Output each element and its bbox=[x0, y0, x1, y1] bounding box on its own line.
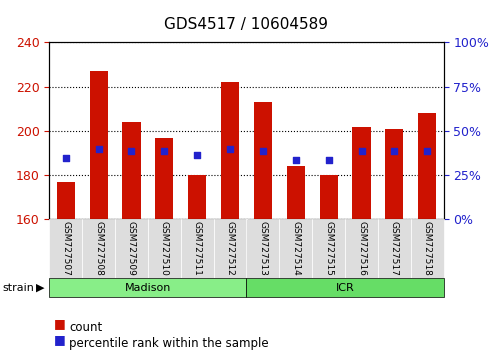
Bar bbox=[345, 219, 378, 278]
Bar bbox=[378, 219, 411, 278]
Text: GSM727508: GSM727508 bbox=[94, 221, 103, 276]
Bar bbox=[287, 166, 305, 219]
Bar bbox=[386, 129, 403, 219]
Text: GSM727513: GSM727513 bbox=[258, 221, 267, 276]
Text: GSM727518: GSM727518 bbox=[423, 221, 432, 276]
Bar bbox=[352, 126, 371, 219]
Text: ■: ■ bbox=[54, 318, 66, 330]
Bar bbox=[115, 219, 148, 278]
Bar bbox=[411, 219, 444, 278]
Point bbox=[423, 148, 431, 154]
Bar bbox=[49, 278, 247, 297]
Bar bbox=[148, 219, 181, 278]
Text: GSM727512: GSM727512 bbox=[226, 221, 235, 276]
Bar bbox=[155, 138, 174, 219]
Bar bbox=[90, 71, 107, 219]
Text: GSM727514: GSM727514 bbox=[291, 221, 300, 276]
Text: GSM727511: GSM727511 bbox=[193, 221, 202, 276]
Point bbox=[259, 148, 267, 154]
Point bbox=[390, 148, 398, 154]
Text: count: count bbox=[69, 321, 102, 334]
Text: GSM727516: GSM727516 bbox=[357, 221, 366, 276]
Text: GSM727510: GSM727510 bbox=[160, 221, 169, 276]
Text: ■: ■ bbox=[54, 333, 66, 346]
Point bbox=[128, 148, 136, 154]
Text: ▶: ▶ bbox=[35, 282, 44, 293]
Bar bbox=[246, 219, 280, 278]
Bar bbox=[49, 219, 82, 278]
Point bbox=[62, 155, 70, 160]
Point bbox=[357, 148, 365, 154]
Bar bbox=[418, 113, 436, 219]
Bar bbox=[181, 219, 213, 278]
Text: Madison: Madison bbox=[125, 282, 171, 293]
Text: GSM727509: GSM727509 bbox=[127, 221, 136, 276]
Bar bbox=[82, 219, 115, 278]
Text: GSM727515: GSM727515 bbox=[324, 221, 333, 276]
Point bbox=[325, 157, 333, 162]
Bar bbox=[246, 278, 444, 297]
Point bbox=[160, 148, 168, 154]
Bar bbox=[57, 182, 75, 219]
Bar bbox=[188, 175, 206, 219]
Text: ICR: ICR bbox=[336, 282, 354, 293]
Bar bbox=[122, 122, 141, 219]
Text: strain: strain bbox=[2, 282, 35, 293]
Point bbox=[95, 146, 103, 152]
Bar bbox=[221, 82, 239, 219]
Text: percentile rank within the sample: percentile rank within the sample bbox=[69, 337, 269, 350]
Text: GSM727517: GSM727517 bbox=[390, 221, 399, 276]
Bar bbox=[213, 219, 246, 278]
Bar bbox=[319, 175, 338, 219]
Point bbox=[193, 153, 201, 158]
Text: GSM727507: GSM727507 bbox=[61, 221, 70, 276]
Bar bbox=[312, 219, 345, 278]
Point bbox=[226, 146, 234, 152]
Bar bbox=[254, 102, 272, 219]
Text: GDS4517 / 10604589: GDS4517 / 10604589 bbox=[165, 17, 328, 32]
Point bbox=[292, 157, 300, 162]
Bar bbox=[280, 219, 312, 278]
